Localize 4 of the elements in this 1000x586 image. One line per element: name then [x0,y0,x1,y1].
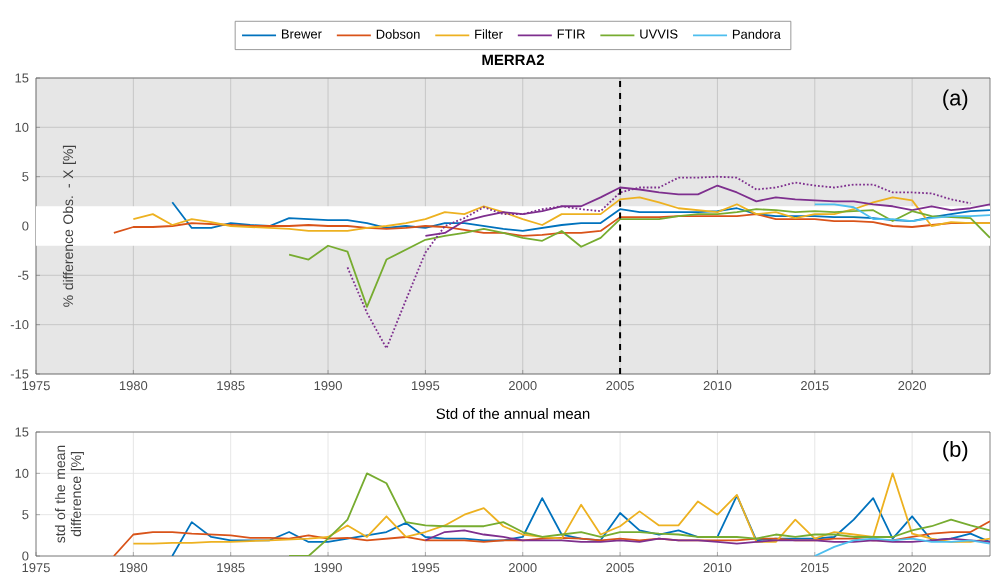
annotation: (a) [943,89,968,110]
line-series [813,537,990,556]
annotation: (b) [943,440,968,462]
line-series [813,203,990,222]
